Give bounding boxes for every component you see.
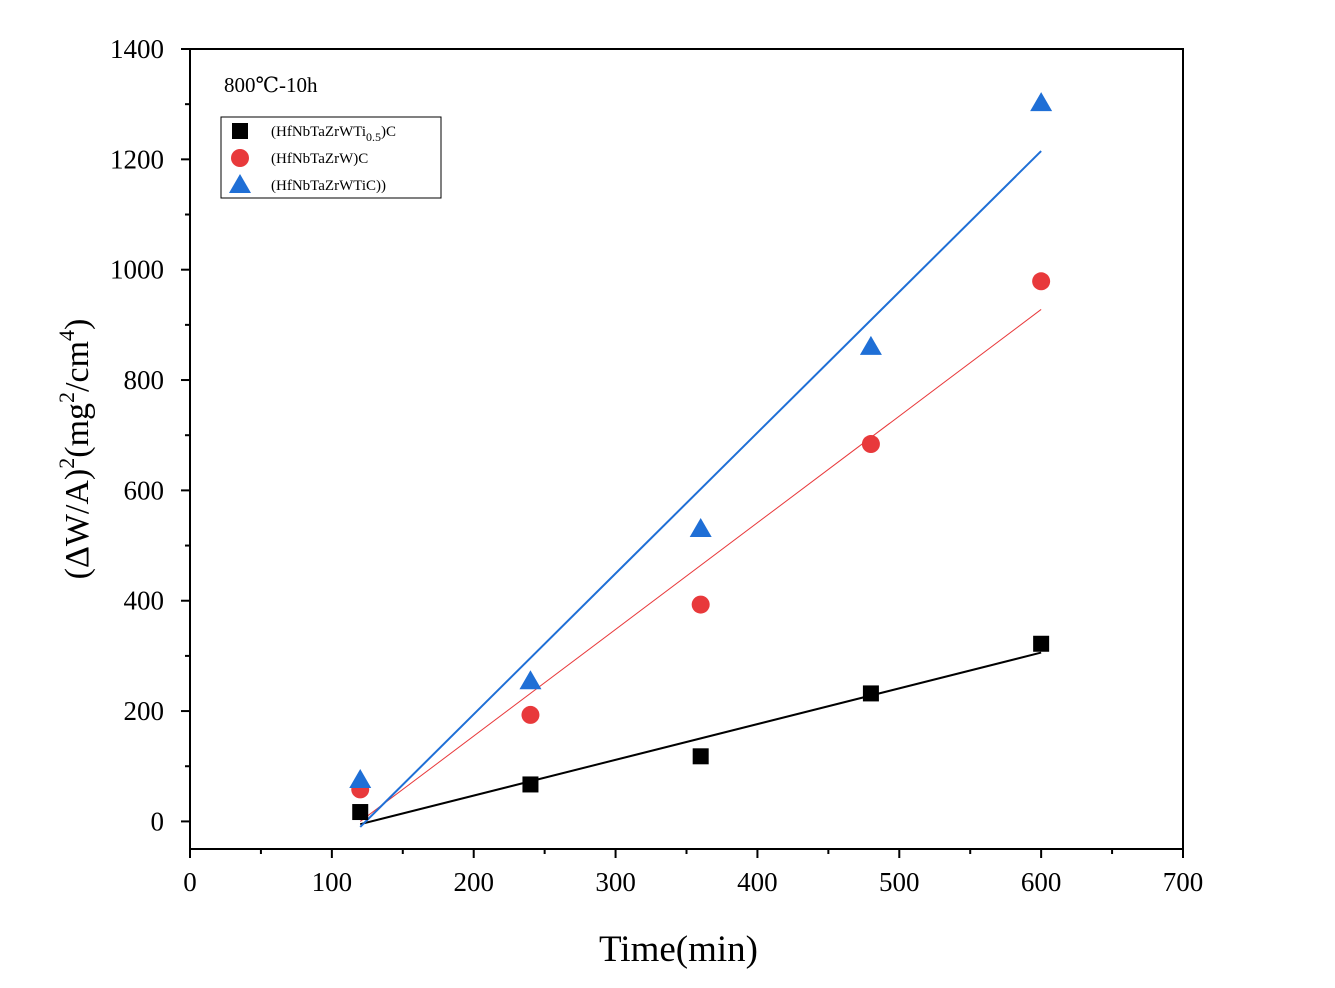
legend-label-part: (HfNbTaZrWTi bbox=[271, 124, 366, 140]
x-axis-title: Time(min) bbox=[599, 929, 758, 970]
fit-line bbox=[359, 150, 1042, 828]
legend-label: (HfNbTaZrWTi0.5)C bbox=[271, 124, 396, 144]
legend-label-sub: 0.5 bbox=[366, 130, 381, 144]
data-point bbox=[1033, 635, 1050, 652]
y-axis-title-part: ) bbox=[59, 319, 96, 330]
data-point bbox=[1032, 272, 1051, 291]
y-tick-label: 1200 bbox=[110, 144, 164, 174]
x-tick-label: 0 bbox=[183, 867, 197, 897]
y-tick-label: 600 bbox=[124, 475, 165, 505]
data-point bbox=[1030, 92, 1053, 112]
data-point bbox=[352, 804, 369, 821]
condition-annotation: 800℃-10h bbox=[224, 73, 318, 97]
y-axis-title: (ΔW/A)2(mg2/cm4) bbox=[54, 319, 96, 580]
legend-label-part: (HfNbTaZrW)C bbox=[271, 151, 368, 167]
legend-label-part: (HfNbTaZrWTiC)) bbox=[271, 178, 386, 194]
data-point bbox=[691, 595, 710, 614]
x-tick-label: 700 bbox=[1163, 867, 1204, 897]
y-axis-title-sup: 4 bbox=[54, 330, 79, 341]
y-axis-title-part: (mg bbox=[59, 403, 96, 458]
legend-marker bbox=[231, 149, 249, 167]
legend-label-part: )C bbox=[381, 124, 396, 140]
y-tick-label: 200 bbox=[124, 696, 165, 726]
data-point bbox=[862, 685, 879, 702]
y-axis-title-sup: 2 bbox=[54, 458, 79, 469]
x-tick-label: 300 bbox=[595, 867, 636, 897]
y-axis-title-part: (ΔW/A) bbox=[59, 469, 96, 580]
fit-line bbox=[359, 651, 1042, 826]
data-point bbox=[522, 776, 539, 793]
data-markers bbox=[349, 92, 1053, 821]
data-point bbox=[859, 335, 882, 355]
legend-marker bbox=[229, 174, 251, 193]
y-tick-label: 800 bbox=[124, 365, 165, 395]
data-point bbox=[521, 705, 540, 724]
data-point bbox=[689, 518, 712, 537]
legend-box bbox=[220, 116, 442, 199]
y-tick-label: 1000 bbox=[110, 255, 164, 285]
axis-ticks: 0 100 200 300 400 500 600 700 0 200 400 600 800 1000 1… bbox=[110, 34, 1203, 897]
data-point bbox=[861, 435, 880, 454]
y-tick-label: 0 bbox=[151, 806, 165, 836]
legend-marker bbox=[232, 123, 248, 139]
y-tick-label: 1400 bbox=[110, 34, 164, 64]
y-axis-title-sup: 2 bbox=[54, 392, 79, 403]
y-tick-label: 400 bbox=[124, 586, 165, 616]
x-tick-label: 100 bbox=[312, 867, 353, 897]
legend-label: (HfNbTaZrW)C bbox=[271, 151, 368, 167]
data-point bbox=[692, 748, 709, 765]
data-point bbox=[349, 769, 372, 789]
x-tick-label: 400 bbox=[737, 867, 778, 897]
fit-line bbox=[359, 309, 1042, 822]
data-point bbox=[519, 670, 542, 690]
fit-lines bbox=[359, 150, 1042, 828]
legend-label: (HfNbTaZrWTiC)) bbox=[271, 178, 386, 194]
legend: (HfNbTaZrWTi0.5)C (HfNbTaZrW)C (HfNbTaZrWT… bbox=[220, 116, 442, 199]
y-axis-title-part: /cm bbox=[59, 341, 96, 392]
x-tick-label: 600 bbox=[1021, 867, 1062, 897]
x-tick-label: 200 bbox=[453, 867, 494, 897]
x-tick-label: 500 bbox=[879, 867, 920, 897]
